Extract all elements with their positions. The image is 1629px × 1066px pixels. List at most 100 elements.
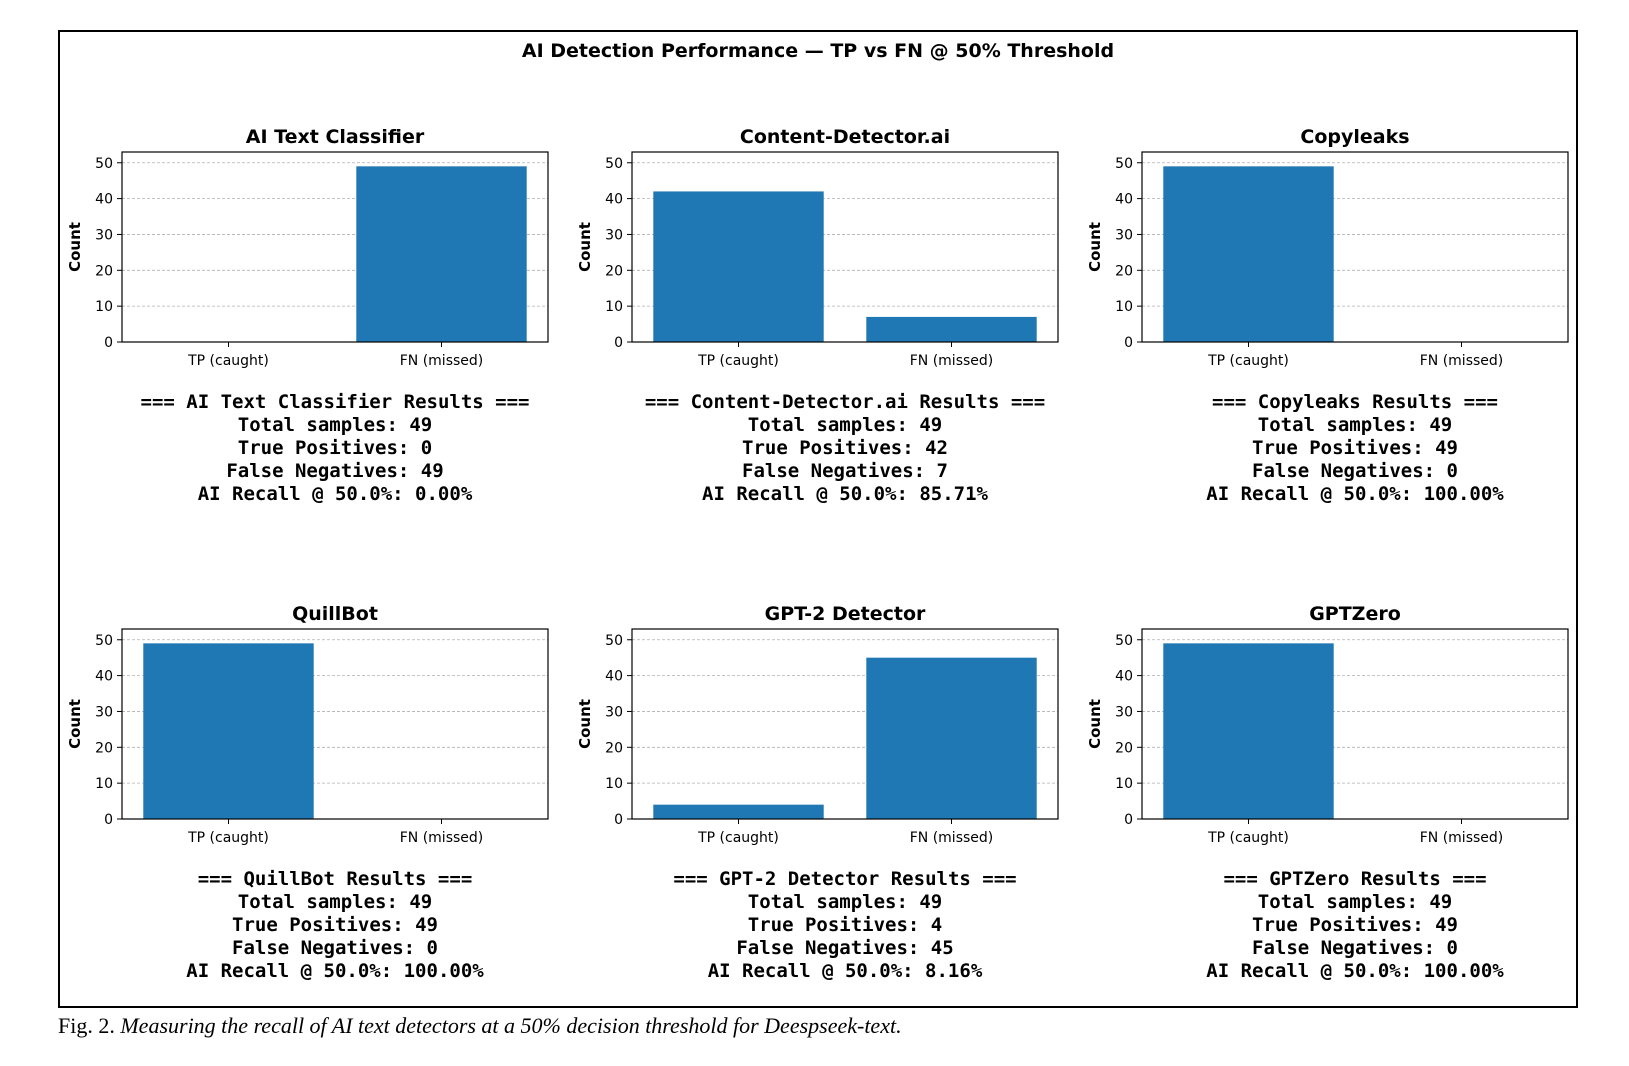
results-line: False Negatives: 49 bbox=[226, 460, 444, 482]
bar bbox=[866, 657, 1037, 819]
x-tick-label: FN (missed) bbox=[910, 830, 994, 846]
y-tick-label: 10 bbox=[1115, 776, 1133, 792]
results-line: AI Recall @ 50.0%: 0.00% bbox=[197, 483, 473, 505]
results-line: False Negatives: 45 bbox=[736, 937, 954, 959]
results-summary: === Content-Detector.ai Results === Total… bbox=[590, 391, 1100, 506]
y-tick-label: 40 bbox=[95, 192, 113, 208]
results-line: Total samples: 49 bbox=[1257, 414, 1453, 436]
axes-frame bbox=[121, 628, 549, 820]
y-tick-label: 30 bbox=[95, 227, 113, 243]
axes-frame bbox=[1141, 151, 1569, 343]
results-line: True Positives: 42 bbox=[742, 437, 948, 459]
x-tick-label: TP (caught) bbox=[697, 353, 779, 369]
results-summary: === QuillBot Results === Total samples: 4… bbox=[80, 868, 590, 983]
results-line: Total samples: 49 bbox=[1257, 891, 1453, 913]
y-tick-label: 40 bbox=[1115, 192, 1133, 208]
y-axis-label: Count bbox=[1086, 222, 1104, 272]
bar-chart-panel: AI Text Classifier 0 10 20 30 40 50 TP (caught)… bbox=[66, 126, 549, 369]
bar bbox=[1163, 166, 1334, 342]
chart-title: GPT-2 Detector bbox=[765, 603, 926, 625]
bar bbox=[143, 643, 314, 819]
bar-chart-panel: QuillBot 0 10 20 30 40 50 TP (caught) FN (missed… bbox=[66, 603, 549, 846]
y-tick-label: 50 bbox=[95, 633, 113, 649]
y-tick-label: 20 bbox=[1115, 263, 1133, 279]
y-tick-label: 0 bbox=[104, 812, 113, 828]
results-line: True Positives: 49 bbox=[1252, 914, 1458, 936]
results-line: AI Recall @ 50.0%: 8.16% bbox=[707, 960, 983, 982]
y-tick-label: 50 bbox=[1115, 156, 1133, 172]
results-line: True Positives: 0 bbox=[237, 437, 433, 459]
y-tick-label: 10 bbox=[95, 299, 113, 315]
bar-chart-panel: Copyleaks 0 10 20 30 40 50 TP (caught) FN (misse… bbox=[1086, 126, 1569, 369]
x-tick-label: TP (caught) bbox=[187, 830, 269, 846]
results-line: === Content-Detector.ai Results === bbox=[644, 391, 1046, 413]
y-tick-label: 50 bbox=[605, 633, 623, 649]
y-tick-label: 40 bbox=[95, 669, 113, 685]
results-summary: === Copyleaks Results === Total samples: … bbox=[1100, 391, 1610, 506]
chart-title: Content-Detector.ai bbox=[740, 126, 950, 148]
results-summary: === AI Text Classifier Results === Total … bbox=[80, 391, 590, 506]
results-line: Total samples: 49 bbox=[747, 891, 943, 913]
results-line: False Negatives: 7 bbox=[742, 460, 948, 482]
y-tick-label: 0 bbox=[614, 812, 623, 828]
y-axis-label: Count bbox=[66, 699, 84, 749]
chart-title: GPTZero bbox=[1309, 603, 1401, 625]
y-tick-label: 10 bbox=[605, 776, 623, 792]
bar bbox=[866, 316, 1037, 342]
results-line: Total samples: 49 bbox=[747, 414, 943, 436]
y-tick-label: 50 bbox=[95, 156, 113, 172]
x-tick-label: FN (missed) bbox=[1420, 353, 1504, 369]
y-axis-label: Count bbox=[1086, 699, 1104, 749]
x-tick-label: TP (caught) bbox=[1207, 830, 1289, 846]
x-tick-label: TP (caught) bbox=[697, 830, 779, 846]
bar bbox=[356, 166, 527, 342]
y-tick-label: 50 bbox=[1115, 633, 1133, 649]
y-tick-label: 0 bbox=[614, 335, 623, 351]
y-tick-label: 30 bbox=[1115, 704, 1133, 720]
results-line: === Copyleaks Results === bbox=[1212, 391, 1498, 413]
axes-frame bbox=[121, 151, 549, 343]
x-tick-label: FN (missed) bbox=[400, 353, 484, 369]
y-tick-label: 0 bbox=[104, 335, 113, 351]
y-axis-label: Count bbox=[576, 699, 594, 749]
y-tick-label: 20 bbox=[95, 740, 113, 756]
x-tick-label: FN (missed) bbox=[910, 353, 994, 369]
results-line: AI Recall @ 50.0%: 100.00% bbox=[186, 960, 484, 982]
caption-text: Measuring the recall of AI text detector… bbox=[120, 1013, 902, 1038]
y-tick-label: 40 bbox=[605, 669, 623, 685]
y-tick-label: 30 bbox=[95, 704, 113, 720]
y-axis-label: Count bbox=[66, 222, 84, 272]
results-line: === AI Text Classifier Results === bbox=[140, 391, 530, 413]
y-tick-label: 0 bbox=[1124, 335, 1133, 351]
bar bbox=[1163, 643, 1334, 819]
bar-chart-panel: GPTZero 0 10 20 30 40 50 TP (caught) FN (missed)… bbox=[1086, 603, 1569, 846]
results-line: Total samples: 49 bbox=[237, 414, 433, 436]
y-tick-label: 0 bbox=[1124, 812, 1133, 828]
axes-frame bbox=[631, 628, 1059, 820]
x-tick-label: TP (caught) bbox=[1207, 353, 1289, 369]
results-line: AI Recall @ 50.0%: 100.00% bbox=[1206, 960, 1504, 982]
x-tick-label: FN (missed) bbox=[400, 830, 484, 846]
chart-title: Copyleaks bbox=[1300, 126, 1409, 148]
y-tick-label: 10 bbox=[95, 776, 113, 792]
results-summary: === GPTZero Results === Total samples: 49… bbox=[1100, 868, 1610, 983]
y-axis-label: Count bbox=[576, 222, 594, 272]
results-line: === QuillBot Results === bbox=[197, 868, 473, 890]
y-tick-label: 30 bbox=[1115, 227, 1133, 243]
x-tick-label: FN (missed) bbox=[1420, 830, 1504, 846]
y-tick-label: 40 bbox=[605, 192, 623, 208]
results-line: False Negatives: 0 bbox=[1252, 937, 1458, 959]
x-tick-label: TP (caught) bbox=[187, 353, 269, 369]
y-tick-label: 10 bbox=[1115, 299, 1133, 315]
results-line: AI Recall @ 50.0%: 85.71% bbox=[702, 483, 988, 505]
caption-label: Fig. 2. bbox=[58, 1013, 115, 1038]
results-line: True Positives: 49 bbox=[1252, 437, 1458, 459]
bar bbox=[653, 804, 824, 819]
bar-chart-panel: Content-Detector.ai 0 10 20 30 40 50 TP (caught… bbox=[576, 126, 1059, 369]
y-tick-label: 40 bbox=[1115, 669, 1133, 685]
results-summary: === GPT-2 Detector Results === Total samp… bbox=[590, 868, 1100, 983]
results-line: True Positives: 4 bbox=[747, 914, 943, 936]
y-tick-label: 20 bbox=[95, 263, 113, 279]
results-line: True Positives: 49 bbox=[232, 914, 438, 936]
results-line: Total samples: 49 bbox=[237, 891, 433, 913]
